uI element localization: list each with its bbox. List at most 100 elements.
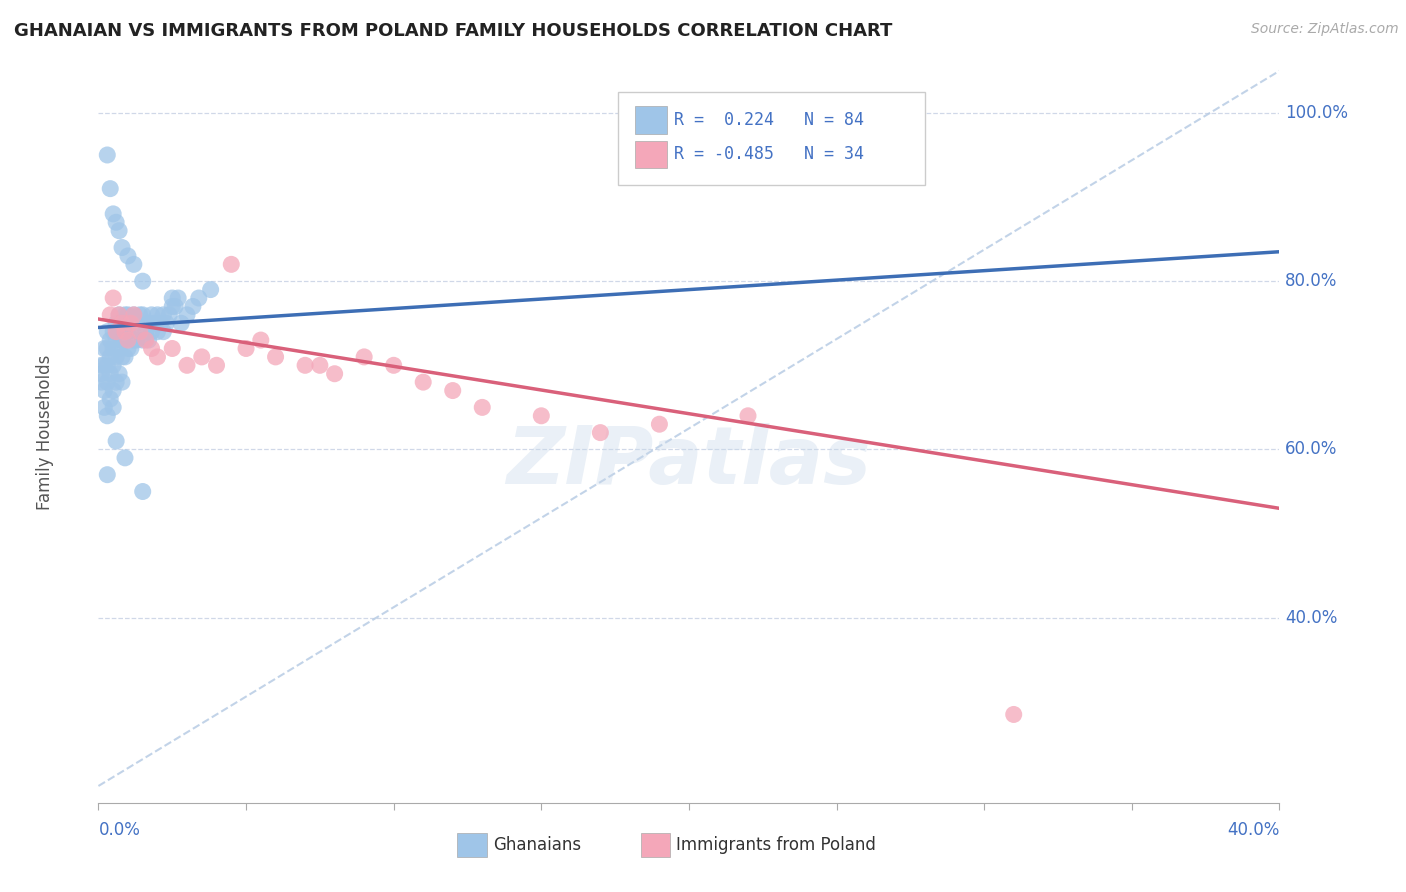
Point: [1002, 707, 1025, 722]
Point: [111, 333, 134, 347]
Point: [111, 316, 134, 330]
Point: [165, 300, 187, 314]
Point: [103, 291, 125, 305]
Point: [441, 384, 464, 398]
Point: [250, 333, 273, 347]
Point: [114, 325, 136, 339]
Point: [105, 325, 128, 339]
Point: [294, 359, 316, 373]
Point: [146, 325, 169, 339]
Point: [93, 359, 115, 373]
Point: [111, 375, 134, 389]
Text: 40.0%: 40.0%: [1227, 822, 1279, 839]
Point: [125, 333, 148, 347]
Point: [141, 325, 163, 339]
Point: [382, 359, 405, 373]
Point: [176, 308, 198, 322]
Text: ZIPatlas: ZIPatlas: [506, 423, 872, 501]
Point: [105, 333, 128, 347]
Text: Family Households: Family Households: [37, 355, 55, 510]
Point: [122, 308, 145, 322]
Point: [125, 316, 148, 330]
Point: [93, 342, 115, 356]
Text: 0.0%: 0.0%: [98, 822, 141, 839]
Point: [103, 384, 125, 398]
Point: [135, 325, 157, 339]
FancyBboxPatch shape: [457, 833, 486, 857]
Point: [141, 308, 163, 322]
Point: [143, 316, 166, 330]
Point: [132, 484, 155, 499]
Text: GHANAIAN VS IMMIGRANTS FROM POLAND FAMILY HOUSEHOLDS CORRELATION CHART: GHANAIAN VS IMMIGRANTS FROM POLAND FAMIL…: [14, 22, 893, 40]
Point: [96, 409, 118, 423]
Point: [264, 350, 287, 364]
Point: [138, 333, 160, 347]
Point: [117, 342, 139, 356]
FancyBboxPatch shape: [619, 92, 925, 185]
Point: [108, 308, 131, 322]
Point: [117, 333, 139, 347]
Point: [205, 359, 228, 373]
Point: [323, 367, 346, 381]
Point: [146, 308, 169, 322]
Point: [114, 325, 136, 339]
Point: [648, 417, 671, 432]
Point: [152, 325, 174, 339]
Point: [141, 342, 163, 356]
Point: [103, 401, 125, 415]
Point: [471, 401, 494, 415]
Point: [96, 467, 118, 482]
Point: [191, 350, 214, 364]
Point: [105, 316, 128, 330]
FancyBboxPatch shape: [634, 141, 666, 169]
Point: [117, 308, 139, 322]
FancyBboxPatch shape: [634, 106, 666, 134]
Point: [96, 342, 118, 356]
Text: Ghanaians: Ghanaians: [494, 836, 581, 854]
Point: [120, 316, 142, 330]
Point: [170, 316, 193, 330]
Text: Immigrants from Poland: Immigrants from Poland: [676, 836, 876, 854]
Point: [93, 384, 115, 398]
Point: [146, 350, 169, 364]
Point: [105, 375, 128, 389]
Point: [111, 240, 134, 255]
Point: [90, 367, 112, 381]
Text: Source: ZipAtlas.com: Source: ZipAtlas.com: [1251, 22, 1399, 37]
Point: [152, 308, 174, 322]
Point: [221, 257, 243, 271]
Point: [120, 342, 142, 356]
Point: [93, 401, 115, 415]
Point: [589, 425, 612, 440]
Point: [103, 325, 125, 339]
Point: [111, 316, 134, 330]
Text: R =  0.224   N = 84: R = 0.224 N = 84: [673, 112, 863, 129]
FancyBboxPatch shape: [641, 833, 671, 857]
Text: 80.0%: 80.0%: [1285, 272, 1337, 290]
Point: [122, 257, 145, 271]
Point: [132, 333, 155, 347]
Point: [108, 325, 131, 339]
Point: [98, 308, 121, 322]
Point: [105, 215, 128, 229]
Point: [114, 350, 136, 364]
Point: [103, 359, 125, 373]
Point: [114, 450, 136, 465]
Point: [138, 316, 160, 330]
Point: [108, 342, 131, 356]
Point: [105, 350, 128, 364]
Point: [149, 316, 172, 330]
Point: [117, 325, 139, 339]
Point: [98, 367, 121, 381]
Text: R = -0.485   N = 34: R = -0.485 N = 34: [673, 145, 863, 163]
Point: [108, 224, 131, 238]
Text: 40.0%: 40.0%: [1285, 608, 1337, 627]
Text: 60.0%: 60.0%: [1285, 441, 1337, 458]
Point: [128, 325, 150, 339]
Point: [162, 342, 183, 356]
Point: [103, 207, 125, 221]
Point: [90, 375, 112, 389]
Point: [128, 325, 150, 339]
Point: [96, 375, 118, 389]
Point: [128, 308, 150, 322]
